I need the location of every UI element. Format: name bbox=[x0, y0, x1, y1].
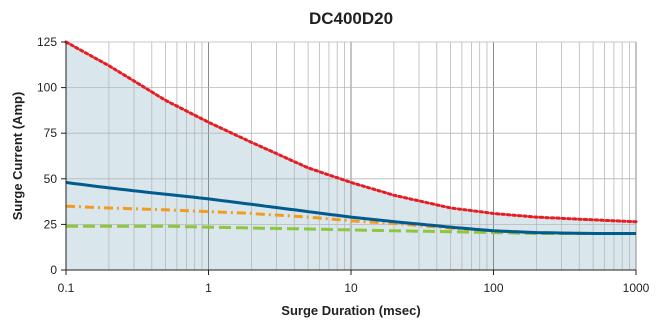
x-tick-label: 0.1 bbox=[58, 281, 75, 295]
x-tick-label: 10 bbox=[344, 281, 358, 295]
x-tick-label: 1000 bbox=[623, 281, 650, 295]
y-tick-label: 125 bbox=[37, 35, 57, 49]
y-axis-label: Surge Current (Amp) bbox=[10, 92, 25, 221]
y-tick-label: 100 bbox=[37, 81, 57, 95]
series-line-2 bbox=[65, 180, 636, 235]
y-tick-label: 75 bbox=[44, 126, 58, 140]
chart-title: DC400D20 bbox=[309, 9, 393, 28]
y-tick-label: 50 bbox=[44, 172, 58, 186]
y-tick-label: 0 bbox=[50, 263, 57, 277]
axis-layer: 0 25 50 75 100 125 0.1 1 10 100 1000 bbox=[37, 35, 650, 295]
y-tick-label: 25 bbox=[44, 217, 58, 231]
x-axis-label: Surge Duration (msec) bbox=[281, 303, 420, 318]
series-line-4 bbox=[66, 224, 636, 235]
x-tick-label: 100 bbox=[483, 281, 503, 295]
series-line-1 bbox=[64, 40, 638, 224]
x-tick-label: 1 bbox=[205, 281, 212, 295]
series-layer bbox=[64, 40, 638, 235]
